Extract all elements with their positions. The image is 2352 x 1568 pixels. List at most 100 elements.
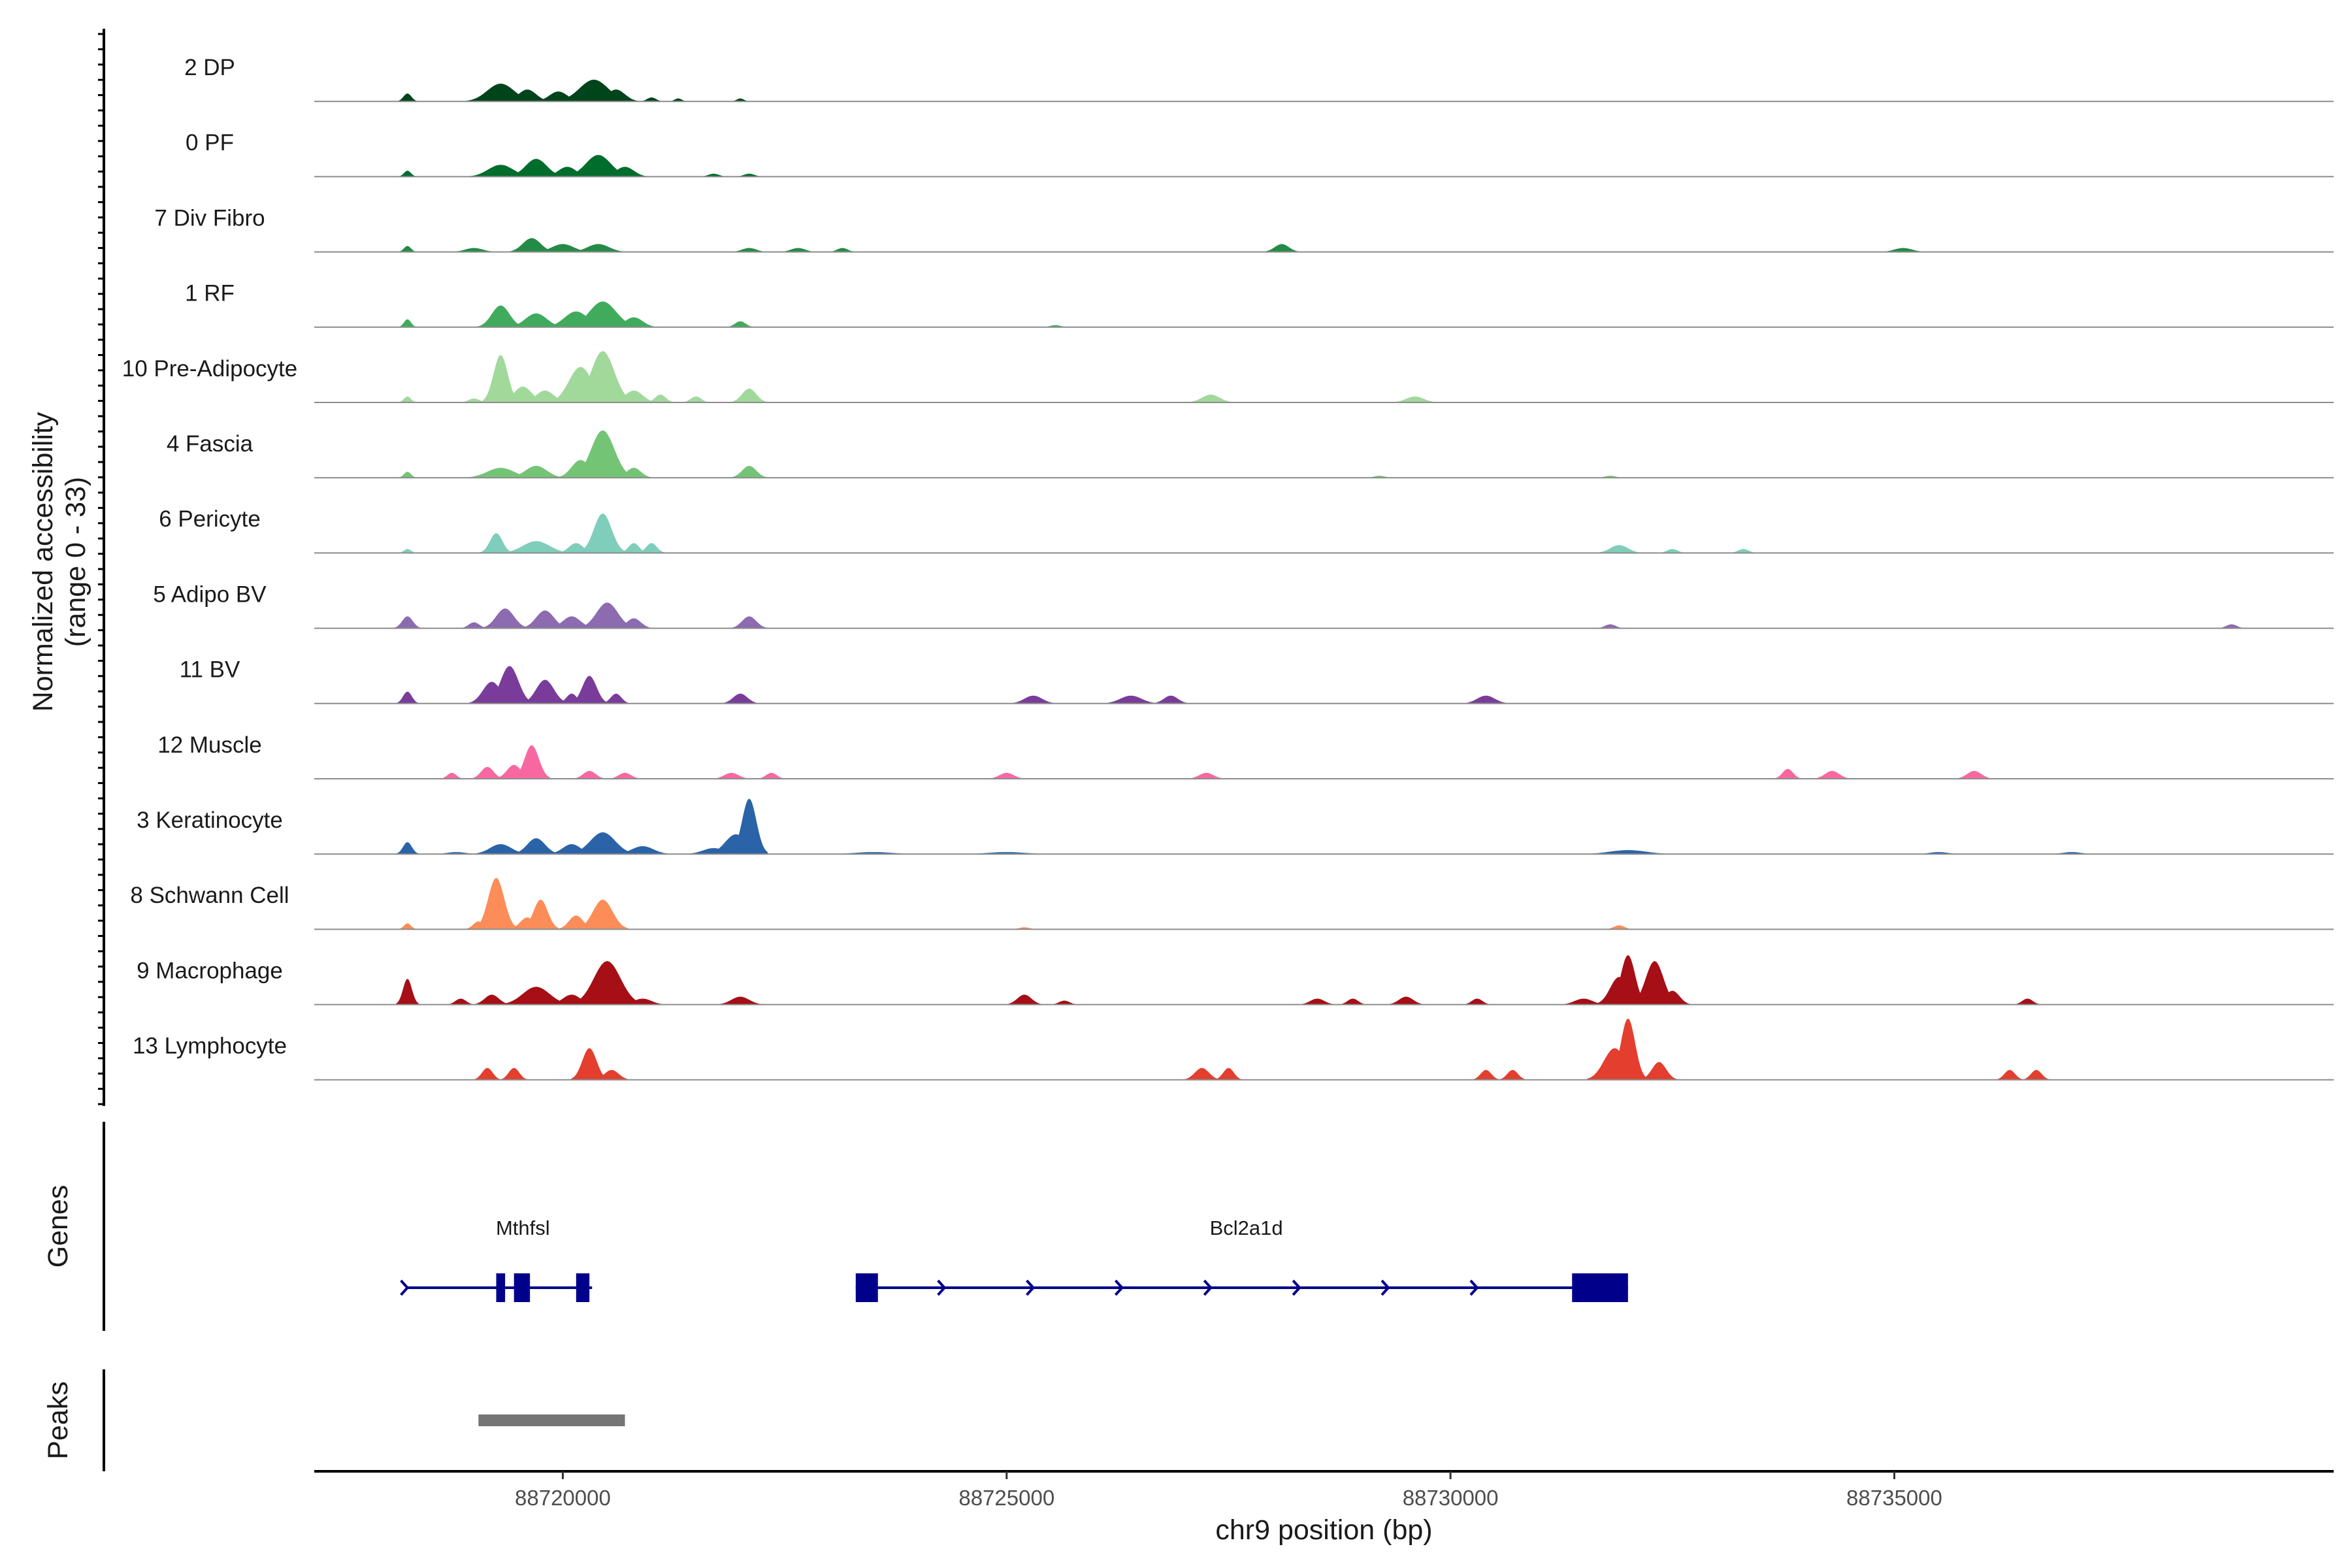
accessibility-peak	[447, 998, 475, 1005]
accessibility-peak	[566, 155, 631, 177]
peak-regions	[478, 1414, 625, 1426]
accessibility-peak	[602, 167, 648, 177]
track-4-fascia: 4 Fascia	[167, 430, 2334, 479]
accessibility-peak	[757, 772, 785, 779]
gene-mthfsl: Mthfsl	[400, 1217, 593, 1302]
track-label: 6 Pericyte	[159, 506, 261, 532]
accessibility-peak	[730, 388, 768, 402]
accessibility-peak	[1880, 248, 1927, 252]
track-10-pre-adipocyte: 10 Pre-Adipocyte	[122, 351, 2334, 403]
gene-label: Mthfsl	[496, 1217, 550, 1239]
track-label: 7 Div Fibro	[154, 205, 265, 231]
accessibility-peak	[1658, 549, 1686, 553]
accessibility-peak	[1654, 990, 1691, 1005]
accessibility-peak	[480, 533, 513, 553]
accessibility-peak	[572, 351, 633, 402]
accessibility-peak	[1955, 770, 1993, 779]
accessibility-peak	[501, 987, 571, 1005]
accessibility-peak	[508, 238, 555, 252]
accessibility-peak	[1814, 770, 1851, 779]
x-axis: 88720000 88725000 88730000 88735000	[314, 1470, 2334, 1510]
track-12-muscle: 12 Muscle	[157, 732, 2334, 779]
accessibility-peak	[619, 998, 666, 1005]
accessibility-peak	[2022, 1070, 2050, 1080]
track-label: 12 Muscle	[157, 732, 262, 758]
strand-arrow	[937, 1279, 947, 1296]
gene-exon	[1572, 1273, 1628, 1302]
accessibility-peak	[473, 994, 510, 1005]
accessibility-peak	[522, 899, 559, 930]
accessibility-peak	[504, 90, 551, 102]
accessibility-peak	[1499, 1070, 1527, 1080]
accessibility-peak	[2217, 624, 2246, 629]
accessibility-peak	[1392, 396, 1439, 402]
accessibility-peak	[1609, 955, 1647, 1005]
accessibility-peak	[2014, 998, 2042, 1005]
x-axis-tick-label: 88730000	[1403, 1486, 1499, 1510]
track-label: 2 DP	[184, 55, 235, 80]
accessibility-peak	[460, 398, 488, 402]
accessibility-peak	[572, 430, 633, 478]
track-label: 1 RF	[185, 281, 235, 306]
accessibility-peak	[610, 317, 657, 327]
track-label: 11 BV	[180, 657, 240, 683]
accessibility-peak	[471, 766, 504, 779]
strand-arrow	[1203, 1279, 1213, 1296]
genes-axis-title: Genes	[42, 1185, 74, 1268]
accessibility-peak	[572, 960, 642, 1005]
accessibility-peak	[486, 666, 533, 704]
x-axis-tick-label: 88725000	[958, 1486, 1054, 1510]
accessibility-peak	[513, 745, 551, 779]
track-label: 8 Schwann Cell	[130, 883, 289, 908]
track-label: 0 PF	[186, 130, 234, 155]
track-label: 4 Fascia	[167, 431, 253, 457]
accessibility-peak	[593, 1070, 630, 1080]
accessibility-peak	[602, 693, 630, 704]
accessibility-peak	[475, 877, 517, 930]
accessibility-peak	[1595, 545, 1642, 553]
accessibility-peak	[521, 679, 568, 704]
coverage-y-axis	[98, 29, 105, 1106]
strand-arrow	[1292, 1279, 1301, 1296]
accessibility-peak	[398, 319, 417, 327]
accessibility-peak	[508, 466, 564, 478]
accessibility-peak	[1050, 1000, 1079, 1005]
x-axis-tick-label: 88735000	[1846, 1486, 1942, 1510]
accessibility-peak	[472, 844, 529, 855]
accessibility-peak	[730, 248, 768, 252]
accessibility-peak	[577, 899, 629, 930]
track-1-rf: 1 RF	[185, 281, 2334, 328]
accessibility-peak	[640, 97, 663, 102]
track-label: 13 Lymphocyte	[133, 1034, 287, 1059]
track-9-macrophage: 9 Macrophage	[137, 955, 2334, 1005]
coverage-y-axis-ticks	[98, 33, 104, 1105]
accessibility-peak	[1263, 244, 1301, 252]
accessibility-peak	[535, 244, 591, 252]
accessibility-peak	[988, 772, 1025, 779]
accessibility-peak	[1183, 1068, 1220, 1080]
accessibility-peak	[1005, 994, 1043, 1005]
accessibility-peak	[731, 98, 750, 102]
accessibility-peak	[721, 693, 759, 704]
accessibility-peak	[548, 616, 595, 629]
accessibility-peak	[610, 390, 657, 402]
accessibility-peak	[608, 772, 642, 779]
accessibility-peak	[508, 313, 564, 327]
accessibility-peak	[500, 1068, 528, 1080]
track-3-keratinocyte: 3 Keratinocyte	[137, 798, 2334, 855]
accessibility-peak	[396, 979, 419, 1005]
accessibility-peak	[1387, 996, 1425, 1005]
accessibility-peak	[668, 98, 688, 102]
track-label: 5 Adipo BV	[153, 581, 267, 607]
accessibility-peak	[398, 472, 417, 478]
track-label: 9 Macrophage	[137, 958, 283, 983]
track-7-div-fibro: 7 Div Fibro	[154, 205, 2334, 253]
accessibility-peak	[398, 396, 417, 402]
accessibility-peak	[700, 173, 728, 177]
accessibility-peak	[1631, 960, 1678, 1005]
gene-label: Bcl2a1d	[1210, 1217, 1283, 1239]
peaks-axis-title: Peaks	[42, 1381, 74, 1460]
accessibility-peak	[451, 248, 497, 252]
accessibility-peak	[570, 832, 635, 855]
accessibility-peak	[1339, 998, 1367, 1005]
